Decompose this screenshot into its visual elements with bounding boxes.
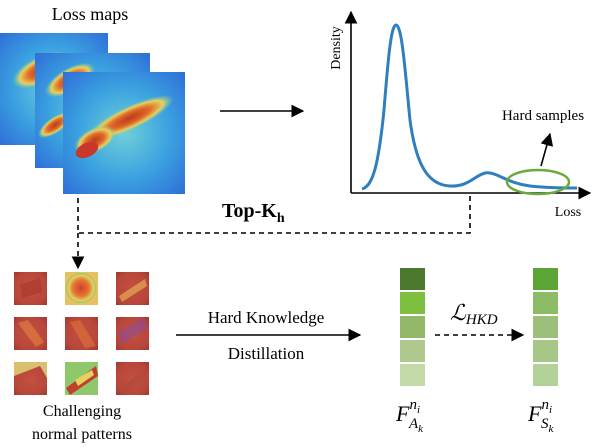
hkd-loss-label: ℒHKD [450, 300, 498, 328]
student-feature-block-1 [533, 268, 558, 290]
loss-map-stack [0, 33, 185, 194]
feature-a-sup: n [409, 397, 417, 413]
pattern-patch [14, 362, 47, 395]
patterns-caption-line1: Challenging [43, 403, 121, 420]
teacher-feature-block-1 [400, 268, 425, 290]
pattern-patch [116, 317, 149, 350]
hkd-loss-subscript: HKD [465, 312, 498, 328]
challenging-patterns-grid [14, 272, 149, 395]
feature-a-sub: A [408, 416, 419, 432]
student-feature-stack [533, 268, 558, 386]
student-feature-label: Fni Sk [527, 397, 555, 435]
topk-label: Top-Kh [222, 200, 285, 226]
teacher-feature-block-4 [400, 340, 425, 362]
distillation-label-line2: Distillation [228, 344, 305, 363]
student-feature-block-3 [533, 316, 558, 338]
topk-subscript: h [277, 211, 285, 226]
hard-samples-label: Hard samples [502, 108, 584, 124]
feature-s-sup-sub: i [549, 404, 552, 416]
hard-samples-pointer-icon [540, 132, 554, 167]
teacher-feature-block-5 [400, 364, 425, 386]
pattern-patch [14, 317, 47, 350]
feature-s-sup: n [541, 397, 549, 413]
feature-s-main: F [527, 401, 542, 426]
distillation-label-line1: Hard Knowledge [208, 308, 325, 327]
student-feature-block-4 [533, 340, 558, 362]
topk-main: Top-K [222, 200, 277, 222]
pattern-patch [116, 362, 149, 395]
feature-a-sup-sub: i [417, 404, 420, 416]
feature-s-sub: S [541, 416, 549, 432]
feature-a-sub-sub: k [418, 423, 424, 435]
patterns-caption-line2: normal patterns [32, 426, 132, 443]
pattern-patch [116, 272, 149, 305]
density-curve [361, 23, 578, 191]
pattern-patch [65, 272, 98, 305]
student-feature-block-5 [533, 364, 558, 386]
loss-maps-title: Loss maps [52, 4, 129, 24]
teacher-feature-block-3 [400, 316, 425, 338]
y-axis-label: Density [329, 26, 344, 70]
student-feature-block-2 [533, 292, 558, 314]
x-axis-label: Loss [555, 205, 581, 220]
pattern-patch [14, 272, 47, 305]
teacher-feature-block-2 [400, 292, 425, 314]
density-plot: Density Loss Hard samples [329, 10, 592, 220]
teacher-feature-stack [400, 268, 425, 386]
dashed-arrow-icon [71, 196, 471, 270]
teacher-feature-label: Fni Ak [395, 397, 424, 435]
pattern-patch [65, 362, 98, 395]
feature-s-sub-sub: k [549, 423, 555, 435]
hard-samples-ellipse [505, 168, 571, 196]
loss-map-front [63, 72, 185, 194]
feature-a-main: F [395, 401, 410, 426]
pattern-patch [65, 317, 98, 350]
hkd-loss-symbol: ℒ [450, 300, 467, 325]
